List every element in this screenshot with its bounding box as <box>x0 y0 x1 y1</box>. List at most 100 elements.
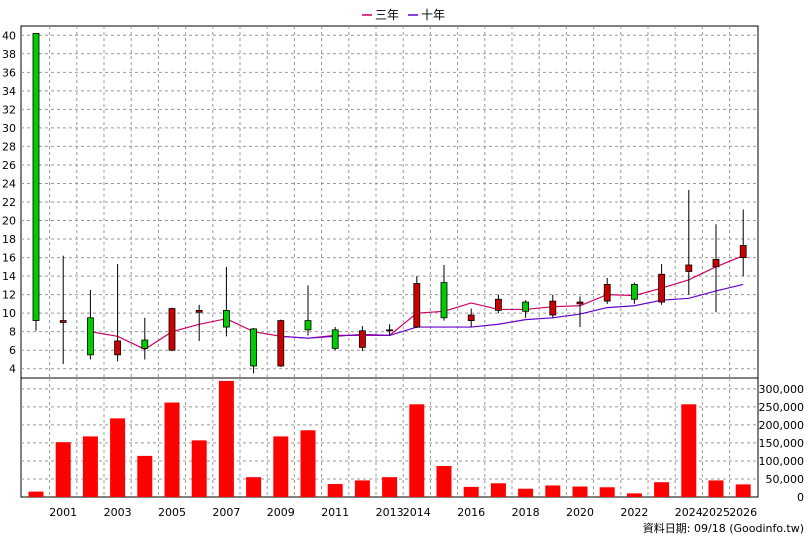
volume-y-axis: 0 50,000 100,000 150,000 200,000 250,000 300,0… <box>759 383 805 504</box>
volume-bar <box>599 487 615 497</box>
candle-body <box>141 339 149 349</box>
volume-y-tick-label: 300,000 <box>759 383 805 396</box>
price-y-axis: 4 6 8 10 12 14 16 18 20 22 24 26 28 30 32 34 36 38 40 <box>2 29 16 375</box>
candle-body <box>494 298 502 311</box>
volume-bar <box>137 455 153 497</box>
x-tick-label: 2025 <box>702 506 730 519</box>
price-y-tick-label: 36 <box>2 66 16 79</box>
price-y-tick-label: 20 <box>2 215 16 228</box>
volume-bar <box>409 404 425 497</box>
x-tick-label: 2026 <box>729 506 757 519</box>
x-tick-label: 2018 <box>512 506 540 519</box>
volume-y-tick-label: 100,000 <box>759 455 805 468</box>
x-tick-label: 2013 <box>376 506 404 519</box>
candle-body <box>114 340 121 356</box>
volume-bar <box>382 477 398 497</box>
price-y-tick-label: 24 <box>2 177 16 190</box>
price-y-tick-label: 14 <box>2 270 16 283</box>
candle-body <box>549 300 557 316</box>
x-tick-label: 2005 <box>158 506 186 519</box>
volume-bar <box>82 436 98 497</box>
volume-bar <box>191 440 207 497</box>
price-grid <box>21 26 758 378</box>
volume-y-tick-label: 200,000 <box>759 419 805 432</box>
price-y-tick-label: 26 <box>2 159 16 172</box>
candle-body <box>440 282 448 319</box>
volume-y-tick-label: 0 <box>797 491 804 504</box>
candle-body <box>32 33 40 321</box>
volume-bar <box>110 418 126 497</box>
volume-bar <box>572 486 588 497</box>
volume-bar <box>218 380 234 497</box>
price-y-tick-label: 18 <box>2 233 16 246</box>
price-y-tick-label: 4 <box>9 363 16 376</box>
volume-bar <box>654 482 670 497</box>
candle-body <box>467 314 475 321</box>
x-tick-label: 2011 <box>321 506 349 519</box>
x-tick-label: 2014 <box>403 506 431 519</box>
candle-body <box>195 309 203 313</box>
volume-bar <box>354 480 370 497</box>
candle-body <box>358 330 366 348</box>
candle-body <box>413 283 421 328</box>
x-tick-label: 2009 <box>267 506 295 519</box>
price-y-tick-label: 10 <box>2 307 16 320</box>
x-tick-label: 2007 <box>212 506 240 519</box>
volume-bar <box>626 493 642 497</box>
x-tick-label: 2020 <box>566 506 594 519</box>
candle-body <box>59 320 67 323</box>
price-y-tick-label: 40 <box>2 29 16 42</box>
legend-three-year-label: 三年 <box>375 8 399 22</box>
x-tick-label: 2003 <box>104 506 132 519</box>
candle-body <box>739 245 747 258</box>
volume-bar <box>545 485 561 497</box>
moving-average-line <box>280 283 744 339</box>
candle-body <box>685 264 693 272</box>
volume-bar <box>436 465 452 497</box>
price-y-tick-label: 38 <box>2 48 16 61</box>
candle-body <box>304 320 312 331</box>
price-y-tick-label: 12 <box>2 289 16 302</box>
candle-body <box>576 301 584 305</box>
volume-bar <box>164 402 180 497</box>
volume-y-tick-label: 250,000 <box>759 401 805 414</box>
volume-bar <box>246 477 262 497</box>
candle-body <box>522 301 529 312</box>
candle-body <box>250 328 258 367</box>
candle-body <box>386 329 394 332</box>
volume-bar <box>490 483 506 497</box>
price-y-tick-label: 6 <box>9 344 16 357</box>
legend: 三年 十年 <box>362 8 445 22</box>
legend-ten-year-label: 十年 <box>421 8 445 22</box>
x-tick-label: 2016 <box>457 506 485 519</box>
volume-y-tick-label: 150,000 <box>759 437 805 450</box>
volume-bar <box>708 480 724 497</box>
volume-bar <box>300 430 316 497</box>
x-tick-label: 2024 <box>675 506 703 519</box>
price-y-tick-label: 22 <box>2 196 16 209</box>
candle-body <box>168 308 176 351</box>
candlesticks <box>32 33 747 374</box>
volume-bar <box>681 404 697 497</box>
candle-body <box>658 273 665 303</box>
volume-bar <box>463 486 479 497</box>
volume-bar <box>735 484 751 497</box>
candle-body <box>87 317 94 356</box>
volume-bars <box>28 380 751 497</box>
candle-body <box>331 329 339 349</box>
volume-bar <box>518 488 534 497</box>
price-y-tick-label: 8 <box>9 326 16 339</box>
volume-bar <box>28 491 44 497</box>
candle-body <box>631 284 638 300</box>
candle-body <box>712 259 720 268</box>
volume-bar <box>55 442 71 497</box>
price-y-tick-label: 30 <box>2 122 16 135</box>
x-tick-label: 2022 <box>620 506 648 519</box>
x-tick-label: 2001 <box>49 506 77 519</box>
price-y-tick-label: 16 <box>2 252 16 265</box>
volume-y-tick-label: 50,000 <box>766 473 805 486</box>
price-y-tick-label: 28 <box>2 140 16 153</box>
price-y-tick-label: 32 <box>2 103 16 116</box>
price-y-tick-label: 34 <box>2 85 16 98</box>
